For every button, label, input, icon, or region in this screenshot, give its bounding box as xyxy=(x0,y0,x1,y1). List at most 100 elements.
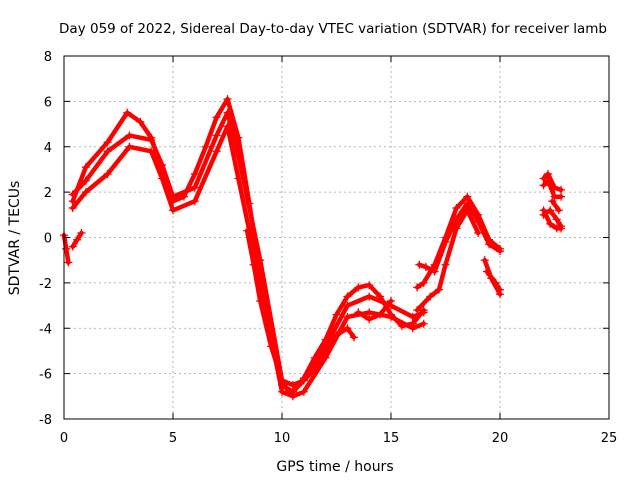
y-tick-label: 4 xyxy=(44,141,52,156)
plus-marker xyxy=(491,278,500,287)
plus-marker xyxy=(434,285,443,294)
plus-marker xyxy=(546,219,555,228)
series-trace xyxy=(484,269,503,292)
plus-marker xyxy=(147,135,156,144)
plus-marker xyxy=(343,292,352,301)
series-trace xyxy=(244,228,291,395)
plus-marker xyxy=(125,142,134,151)
plus-marker xyxy=(343,312,352,321)
plus-marker xyxy=(103,147,112,156)
plus-marker xyxy=(158,160,167,169)
plus-marker xyxy=(64,258,73,267)
plus-marker xyxy=(243,226,252,235)
plus-marker xyxy=(256,297,265,306)
plus-marker xyxy=(474,217,483,226)
plus-marker xyxy=(136,117,145,126)
plus-marker xyxy=(365,308,374,317)
plus-marker xyxy=(81,188,90,197)
y-tick-label: -8 xyxy=(39,413,52,428)
plus-marker xyxy=(365,281,374,290)
plus-marker xyxy=(68,242,77,251)
plus-marker xyxy=(415,260,424,269)
plus-marker xyxy=(387,297,395,306)
plus-marker xyxy=(81,176,90,185)
plus-marker xyxy=(496,285,504,294)
plus-marker xyxy=(103,169,112,178)
x-tick-label: 20 xyxy=(492,431,509,446)
x-axis-label: GPS time / hours xyxy=(276,459,393,475)
plus-marker xyxy=(288,387,297,396)
y-tick-label: 6 xyxy=(44,95,52,110)
chart-title: Day 059 of 2022, Sidereal Day-to-day VTE… xyxy=(59,21,607,37)
x-tick-label: 10 xyxy=(274,431,291,446)
series-trace xyxy=(70,124,426,399)
plus-marker xyxy=(376,310,385,319)
plus-marker xyxy=(223,122,232,131)
x-tick-label: 25 xyxy=(601,431,618,446)
plus-marker xyxy=(430,267,439,276)
plus-marker xyxy=(365,292,374,301)
plus-marker xyxy=(310,365,319,374)
plus-marker xyxy=(387,312,395,321)
data-series-4 xyxy=(68,108,428,389)
plus-marker xyxy=(68,197,77,206)
plus-marker xyxy=(103,138,112,147)
y-tick-label: -6 xyxy=(39,368,52,383)
plus-marker xyxy=(343,324,352,333)
plus-marker xyxy=(557,224,566,233)
plus-marker xyxy=(349,333,358,342)
plus-marker xyxy=(354,308,363,317)
plus-marker xyxy=(426,292,435,301)
plus-marker xyxy=(201,142,210,151)
plus-marker xyxy=(408,312,417,321)
y-tick-label: -4 xyxy=(39,322,52,337)
plus-marker xyxy=(365,315,374,324)
plus-marker xyxy=(557,192,566,201)
plus-marker xyxy=(480,256,489,265)
plus-marker xyxy=(557,185,566,194)
data-series xyxy=(60,95,566,401)
plus-marker xyxy=(539,206,548,215)
plus-marker xyxy=(496,247,504,256)
data-series-8 xyxy=(354,297,395,324)
plus-marker xyxy=(419,278,428,287)
plus-marker xyxy=(125,131,134,140)
plus-marker xyxy=(190,197,199,206)
plus-marker xyxy=(552,215,561,224)
x-tick-label: 15 xyxy=(383,431,400,446)
plus-marker xyxy=(482,267,491,276)
plus-marker xyxy=(190,169,199,178)
plus-marker xyxy=(474,228,483,237)
plus-marker xyxy=(299,376,308,385)
plus-marker xyxy=(123,108,132,117)
plus-marker xyxy=(158,174,167,183)
plus-marker xyxy=(485,240,494,249)
plus-marker xyxy=(332,331,341,340)
plus-marker xyxy=(278,376,286,385)
plus-marker xyxy=(539,181,548,190)
y-tick-label: 2 xyxy=(44,186,52,201)
plus-marker xyxy=(81,163,90,172)
plus-marker xyxy=(147,147,156,156)
plus-marker xyxy=(68,204,77,213)
data-series-2 xyxy=(68,228,86,251)
plus-marker xyxy=(463,199,472,208)
plus-marker xyxy=(543,169,552,178)
plus-marker xyxy=(441,238,450,247)
plus-marker xyxy=(452,224,461,233)
plus-marker xyxy=(554,206,563,215)
plus-marker xyxy=(299,387,308,396)
plus-marker xyxy=(539,174,548,183)
plus-marker xyxy=(413,283,422,292)
plus-marker xyxy=(463,206,472,215)
series-trace xyxy=(356,298,394,322)
y-tick-label: 8 xyxy=(44,50,52,65)
grid xyxy=(64,56,609,419)
plus-marker xyxy=(212,131,221,140)
series-trace xyxy=(550,198,562,213)
plus-marker xyxy=(190,183,199,192)
plus-marker xyxy=(169,206,177,215)
plus-marker xyxy=(212,147,221,156)
data-series-1 xyxy=(60,231,73,267)
